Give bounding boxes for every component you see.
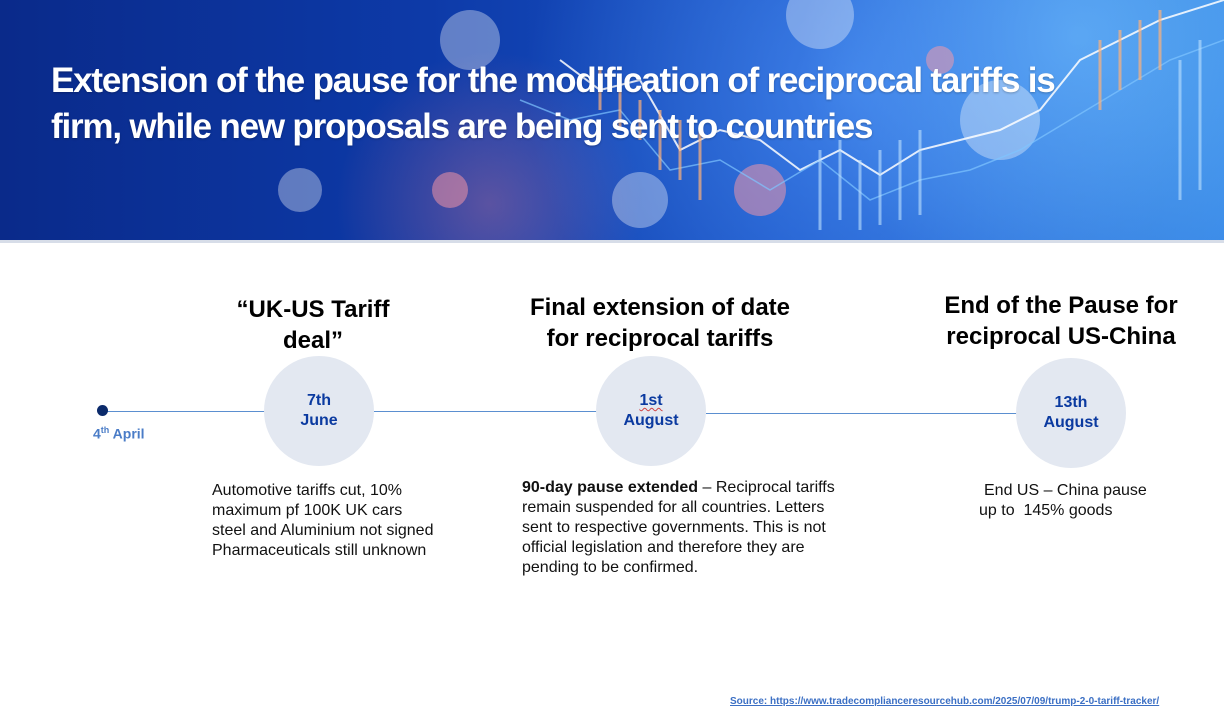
event-1-heading-line1: “UK-US Tariff bbox=[236, 296, 390, 323]
event-2-date-day: 1st bbox=[639, 392, 663, 409]
event-3-date-month: August bbox=[1043, 414, 1099, 431]
event-2-description: 90-day pause extended – Reciprocal tarif… bbox=[522, 478, 862, 578]
event-2-desc-bold: 90-day pause extended bbox=[522, 479, 699, 496]
event-3-date-day: 13th bbox=[1054, 394, 1088, 411]
event-2-heading: Final extension of date for reciprocal t… bbox=[505, 292, 815, 354]
event-1-desc-line: maximum pf 100K UK cars bbox=[212, 502, 403, 519]
event-2-desc-line: remain suspended for all countries. Lett… bbox=[522, 499, 825, 516]
event-1-date-day: 7th bbox=[307, 392, 331, 409]
timeline-segment-3 bbox=[706, 413, 1017, 414]
banner-divider bbox=[0, 240, 1224, 243]
event-3-heading-line2: reciprocal US-China bbox=[946, 323, 1176, 350]
timeline-start-dot bbox=[97, 405, 108, 416]
event-1-date-circle: 7th June bbox=[264, 356, 374, 466]
slide-title: Extension of the pause for the modificat… bbox=[51, 58, 1151, 150]
event-2-desc-line: pending to be confirmed. bbox=[522, 559, 699, 576]
event-1-date-month: June bbox=[300, 412, 338, 429]
event-3-desc-line: End US – China pause bbox=[984, 482, 1147, 499]
event-1-heading: “UK-US Tariff deal” bbox=[203, 294, 423, 356]
timeline-start-label: 4th April bbox=[93, 425, 145, 442]
event-2-heading-line1: Final extension of date bbox=[529, 294, 791, 321]
event-3-desc-line: up to 145% goods bbox=[979, 502, 1113, 519]
source-link[interactable]: Source: https://www.tradecomplianceresou… bbox=[730, 696, 1160, 707]
stock-chart-background-image bbox=[278, 0, 1224, 230]
timeline-segment-1 bbox=[103, 411, 265, 412]
start-day-suffix: th bbox=[100, 425, 110, 435]
event-1-desc-line: Automotive tariffs cut, 10% bbox=[212, 482, 403, 499]
event-2-date-circle: 1st August bbox=[596, 356, 706, 466]
start-day: 4 bbox=[93, 425, 101, 442]
header-banner: Extension of the pause for the modificat… bbox=[0, 0, 1224, 240]
event-3-heading: End of the Pause for reciprocal US-China bbox=[926, 290, 1196, 352]
event-1-desc-line: Pharmaceuticals still unknown bbox=[212, 542, 427, 559]
event-3-heading-line1: End of the Pause for bbox=[944, 292, 1178, 319]
slide-title-line1: Extension of the pause for the modificat… bbox=[51, 61, 1056, 100]
slide-title-line2: firm, while new proposals are being sent… bbox=[51, 107, 873, 146]
start-month: April bbox=[112, 425, 145, 442]
event-1-heading-line2: deal” bbox=[282, 327, 344, 354]
event-2-desc-line: sent to respective governments. This is … bbox=[522, 519, 826, 536]
event-1-desc-line: steel and Aluminium not signed bbox=[212, 522, 434, 539]
event-3-description: End US – China pause up to 145% goods bbox=[979, 481, 1179, 521]
event-2-desc-line: – Reciprocal tariffs bbox=[698, 479, 835, 496]
event-3-date-circle: 13th August bbox=[1016, 358, 1126, 468]
event-2-heading-line2: for reciprocal tariffs bbox=[546, 325, 774, 352]
event-2-date-month: August bbox=[623, 412, 679, 429]
event-2-desc-line: official legislation and therefore they … bbox=[522, 539, 805, 556]
timeline-segment-2 bbox=[374, 411, 597, 412]
event-1-description: Automotive tariffs cut, 10% maximum pf 1… bbox=[212, 481, 472, 561]
